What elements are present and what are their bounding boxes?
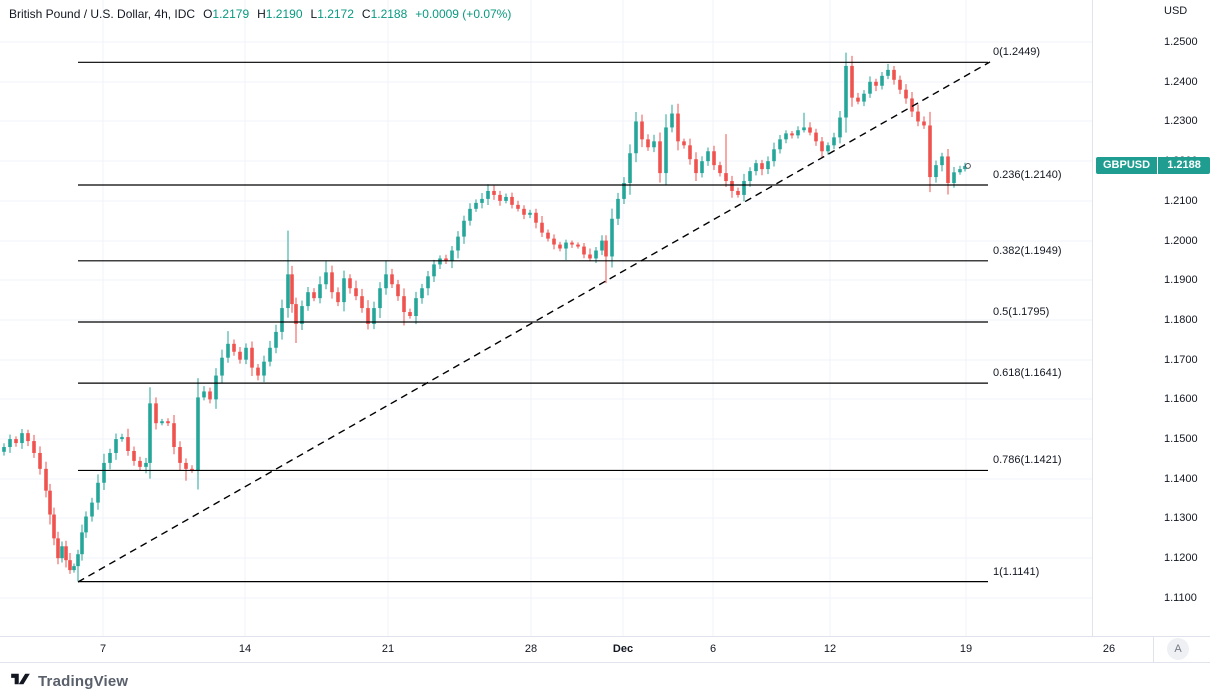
fib-label-0.618[interactable]: 0.618(1.1641) bbox=[993, 367, 1062, 380]
fib-label-0.5[interactable]: 0.5(1.1795) bbox=[993, 305, 1050, 318]
price-tick: 1.1700 bbox=[1164, 353, 1198, 366]
time-tick-19: 19 bbox=[959, 643, 973, 655]
price-tick: 1.1500 bbox=[1164, 433, 1198, 446]
time-tick-28: 28 bbox=[524, 643, 538, 655]
price-tick: 1.2500 bbox=[1164, 36, 1198, 49]
price-tick: 1.1600 bbox=[1164, 393, 1198, 406]
price-tick: 1.1200 bbox=[1164, 552, 1198, 565]
symbol-price-badge[interactable]: GBPUSD 1.2188 bbox=[1096, 156, 1210, 174]
time-tick-dec: Dec bbox=[612, 643, 634, 655]
time-axis[interactable]: 7 14 21 28 Dec 6 12 19 26 bbox=[0, 636, 1210, 663]
price-tick: 1.1100 bbox=[1164, 591, 1197, 604]
time-tick-6: 6 bbox=[709, 643, 717, 655]
price-tick: 1.2300 bbox=[1164, 115, 1198, 128]
fib-label-0.236[interactable]: 0.236(1.2140) bbox=[993, 169, 1062, 181]
tradingview-attribution[interactable]: TradingView bbox=[10, 670, 128, 693]
time-tick-21: 21 bbox=[381, 643, 395, 655]
currency-label: USD bbox=[1164, 5, 1188, 17]
price-tick: 1.2000 bbox=[1164, 234, 1198, 247]
price-axis[interactable]: USD 1.25001.24001.23001.22001.21001.2000… bbox=[1092, 0, 1210, 636]
ohlc-item-l: L 1.2172 bbox=[310, 7, 354, 21]
chart-legend: British Pound / U.S. Dollar, 4h, IDC O 1.… bbox=[9, 7, 511, 21]
fib-label-0.382[interactable]: 0.382(1.1949) bbox=[993, 244, 1062, 257]
axis-corner-divider bbox=[1153, 637, 1154, 662]
time-tick-12: 12 bbox=[823, 643, 837, 655]
price-tick: 1.1400 bbox=[1164, 472, 1198, 485]
symbol-title[interactable]: British Pound / U.S. Dollar, 4h, IDC bbox=[9, 7, 196, 21]
time-tick-26: 26 bbox=[1102, 643, 1116, 655]
autoscale-button[interactable]: A bbox=[1167, 638, 1189, 660]
fib-label-0[interactable]: 0(1.2449) bbox=[993, 46, 1041, 59]
change-value: +0.0009 (+0.07%) bbox=[415, 7, 512, 21]
badge-last-price: 1.2188 bbox=[1158, 156, 1210, 174]
price-tick: 1.1900 bbox=[1164, 274, 1198, 287]
time-tick-7: 7 bbox=[99, 643, 107, 655]
tradingview-logo-icon bbox=[10, 670, 31, 693]
badge-symbol: GBPUSD bbox=[1096, 156, 1158, 174]
price-tick: 1.2100 bbox=[1164, 194, 1198, 207]
price-tick: 1.2400 bbox=[1164, 75, 1198, 88]
ohlc-item-h: H 1.2190 bbox=[257, 7, 303, 21]
tradingview-brand: TradingView bbox=[38, 673, 129, 690]
fib-label-1[interactable]: 1(1.1141) bbox=[993, 565, 1040, 578]
price-tick: 1.1800 bbox=[1164, 313, 1198, 326]
ohlc-item-c: C 1.2188 bbox=[361, 7, 408, 21]
fib-label-0.786[interactable]: 0.786(1.1421) bbox=[993, 454, 1062, 467]
ohlc-values: O 1.2179 H 1.2190 L 1.2172 C 1.2188 bbox=[203, 7, 407, 21]
price-tick: 1.1300 bbox=[1164, 512, 1198, 525]
candlestick-chart[interactable] bbox=[0, 0, 1092, 636]
time-tick-14: 14 bbox=[238, 643, 252, 655]
ohlc-item-o: O 1.2179 bbox=[203, 7, 250, 21]
